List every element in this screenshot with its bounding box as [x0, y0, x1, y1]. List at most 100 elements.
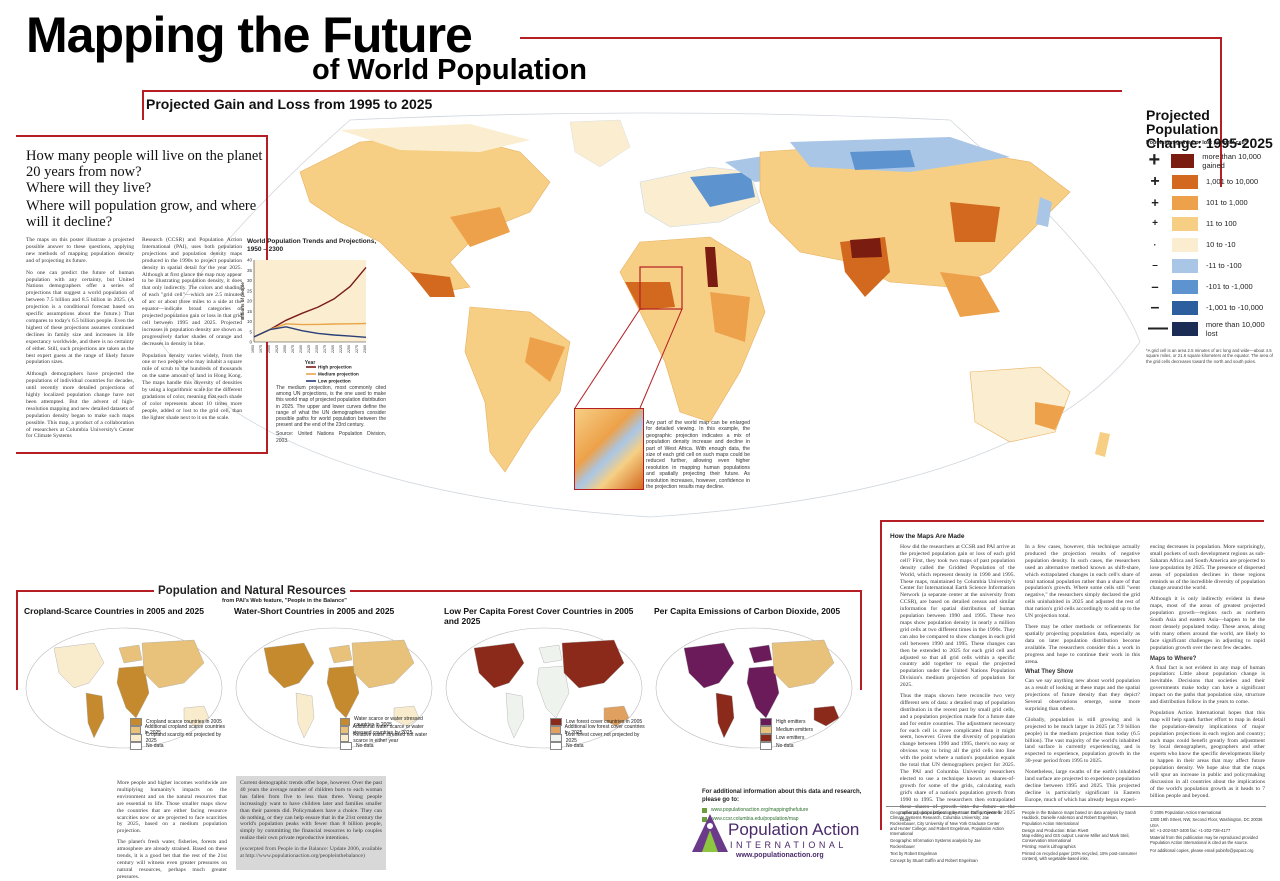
question-2: Where will they live?: [26, 180, 152, 196]
credits-column-3: © 2006 Population Action International 1…: [1150, 810, 1268, 853]
resource-legend-item: Medium emitters: [760, 726, 860, 734]
resource-legend-item: No data: [550, 742, 650, 750]
region-east-africa: [710, 292, 750, 342]
chart-x-tick-label: 2175: [323, 345, 327, 353]
link-1-text: www.populationaction.org/mappingthefutur…: [711, 807, 809, 813]
resource-world-map: [235, 627, 433, 749]
resource-landmass-north-america: [473, 642, 525, 689]
intro-rule-top: [16, 135, 268, 137]
link-mapping-the-future[interactable]: www.populationaction.org/mappingthefutur…: [702, 807, 808, 813]
how-rule-left: [880, 520, 882, 830]
legend-swatch: [1172, 174, 1198, 189]
legend-swatch: [1172, 258, 1198, 273]
how-col1-p2: Thus the maps shown here reconcile two v…: [900, 693, 1015, 824]
landmass-japan: [1036, 197, 1052, 227]
pai-logo-international: INTERNATIONAL: [730, 840, 847, 850]
resource-map-panel: Cropland-Scarce Countries in 2005 and 20…: [24, 606, 229, 776]
link-ccsr[interactable]: www.ccsr.columbia.edu/population/map: [702, 816, 799, 822]
resource-map-legend: Water scarce or water stressed countries…: [340, 716, 440, 750]
legend-symbol: +: [1152, 218, 1158, 229]
resource-landmass-south-america: [715, 692, 735, 739]
resource-legend-label: Low emitters: [776, 735, 805, 741]
credit-1b: Geographic Information Systems analysis …: [890, 838, 981, 849]
chart-x-tick-label: 2125: [307, 345, 311, 353]
legend-subtitle: Population gained or lost per grid cell*: [1146, 140, 1247, 146]
resource-legend-label: Medium emitters: [776, 727, 813, 733]
chart-y-tick-label: 40: [247, 258, 253, 263]
resource-landmass-europe: [118, 644, 143, 664]
resource-legend-swatch: [550, 718, 562, 726]
question-3: Where will population grow, and where wi…: [26, 198, 257, 230]
resources-column-1: More people and higher incomes worldwide…: [117, 780, 227, 881]
resource-legend-swatch: [760, 718, 772, 726]
resource-legend-swatch: [130, 742, 142, 750]
chart-x-tick-label: 2100: [299, 345, 303, 353]
legend-symbol: +: [1151, 195, 1159, 210]
legend-label: -1,001 to -10,000: [1206, 303, 1264, 312]
resource-legend-swatch: [550, 734, 562, 742]
credit-2d: Printing: Harris Lithographics: [1022, 843, 1076, 849]
resource-landmass-asia: [141, 639, 205, 689]
legend-label: 1,001 to 10,000: [1206, 177, 1259, 186]
how-column-2: In a few cases, however, this technique …: [1025, 544, 1140, 804]
resource-landmass-australia: [183, 705, 210, 727]
resource-maps-row: Cropland-Scarce Countries in 2005 and 20…: [24, 606, 854, 776]
resource-legend-item: Additional cropland scarce countries in …: [130, 724, 230, 736]
legend-item: · 10 to -10: [1148, 234, 1278, 255]
pai-logo-url[interactable]: www.populationaction.org: [736, 852, 824, 859]
resource-landmass-europe: [748, 644, 773, 664]
resource-map-title: Water-Short Countries in 2005 and 2025: [234, 606, 395, 616]
resource-legend-swatch: [340, 742, 352, 750]
resource-legend-item: Relative water stressed not water scarce…: [340, 732, 440, 744]
legend-swatch: [1172, 279, 1198, 294]
chart-y-tick-label: 5: [249, 329, 252, 334]
how-col3-p3: A final fact is not evident in any map o…: [1150, 664, 1265, 706]
legend-swatch: [1170, 153, 1195, 168]
resources-col1-p1: More people and higher incomes worldwide…: [117, 780, 227, 835]
zoom-connector-1: [574, 308, 641, 409]
resource-legend-label: No data: [146, 743, 164, 749]
how-col3-p1: encing decreases in population. More sur…: [1150, 544, 1265, 592]
credit-3a: © 2006 Population Action International: [1150, 810, 1222, 815]
credit-3b: 1300 19th Street, NW, Second Floor, Wash…: [1150, 817, 1263, 828]
how-col2-p3: Can we say anything new about world popu…: [1025, 678, 1140, 712]
legend-label: 10 to -10: [1206, 240, 1236, 249]
credits-column-1: Geographic population projection by Stua…: [890, 810, 1005, 864]
resource-landmass-south-america: [505, 692, 525, 739]
map-subtitle: Projected Gain and Loss from 1995 to 202…: [146, 96, 433, 112]
resource-legend-label: No data: [776, 743, 794, 749]
world-population-map[interactable]: [150, 112, 1150, 522]
legend-title: Projected Population Change: 1995-2025: [1146, 107, 1273, 151]
legend-item: – -11 to -100: [1148, 255, 1278, 276]
chart-x-axis-label: Year: [305, 360, 316, 366]
legend-symbol: —: [1148, 317, 1168, 339]
resource-legend-item: High emitters: [760, 718, 860, 726]
resource-legend-swatch: [340, 718, 350, 726]
region-southeast-asia: [940, 272, 1000, 317]
pai-logo-icon: [692, 814, 728, 852]
chart-y-tick-label: 30: [247, 278, 253, 283]
credit-3d: Material from this publication may be re…: [1150, 835, 1258, 846]
resources-column-2: Current demographic trends offer hope, h…: [240, 780, 382, 860]
legend-item: +101 to 1,000: [1148, 192, 1278, 213]
map-frame-left: [142, 90, 144, 120]
intro-col2-p2: Population density varies widely, from t…: [142, 352, 242, 421]
more-info-title: For additional information about this da…: [702, 789, 862, 803]
resource-legend-label: Additional low forest cover countries by…: [564, 724, 645, 736]
how-col2-p2: There may be other methods or refinement…: [1025, 623, 1140, 665]
intro-col1-p3: Although demographers have projected the…: [26, 371, 134, 440]
question-1: How many people will live on the planet …: [26, 148, 263, 180]
landmass-north-america: [299, 133, 551, 293]
resource-legend-label: Cropland scarcity not projected by 2025: [145, 732, 222, 744]
legend-label: -11 to -100: [1206, 261, 1242, 270]
chart-x-tick-label: 1950: [251, 345, 255, 353]
chart-y-tick-label: 10: [247, 319, 253, 324]
resource-legend-item: Cropland scarce countries in 2005: [130, 718, 230, 726]
chart-legend-label: Medium projection: [318, 372, 359, 377]
how-col2-p4: Globally, population is still growing an…: [1025, 716, 1140, 765]
resource-legend-swatch: [760, 726, 772, 734]
how-column-3: encing decreases in population. More sur…: [1150, 544, 1265, 800]
region-china-east: [950, 202, 1000, 242]
chart-x-tick-label: 2200: [331, 345, 335, 353]
